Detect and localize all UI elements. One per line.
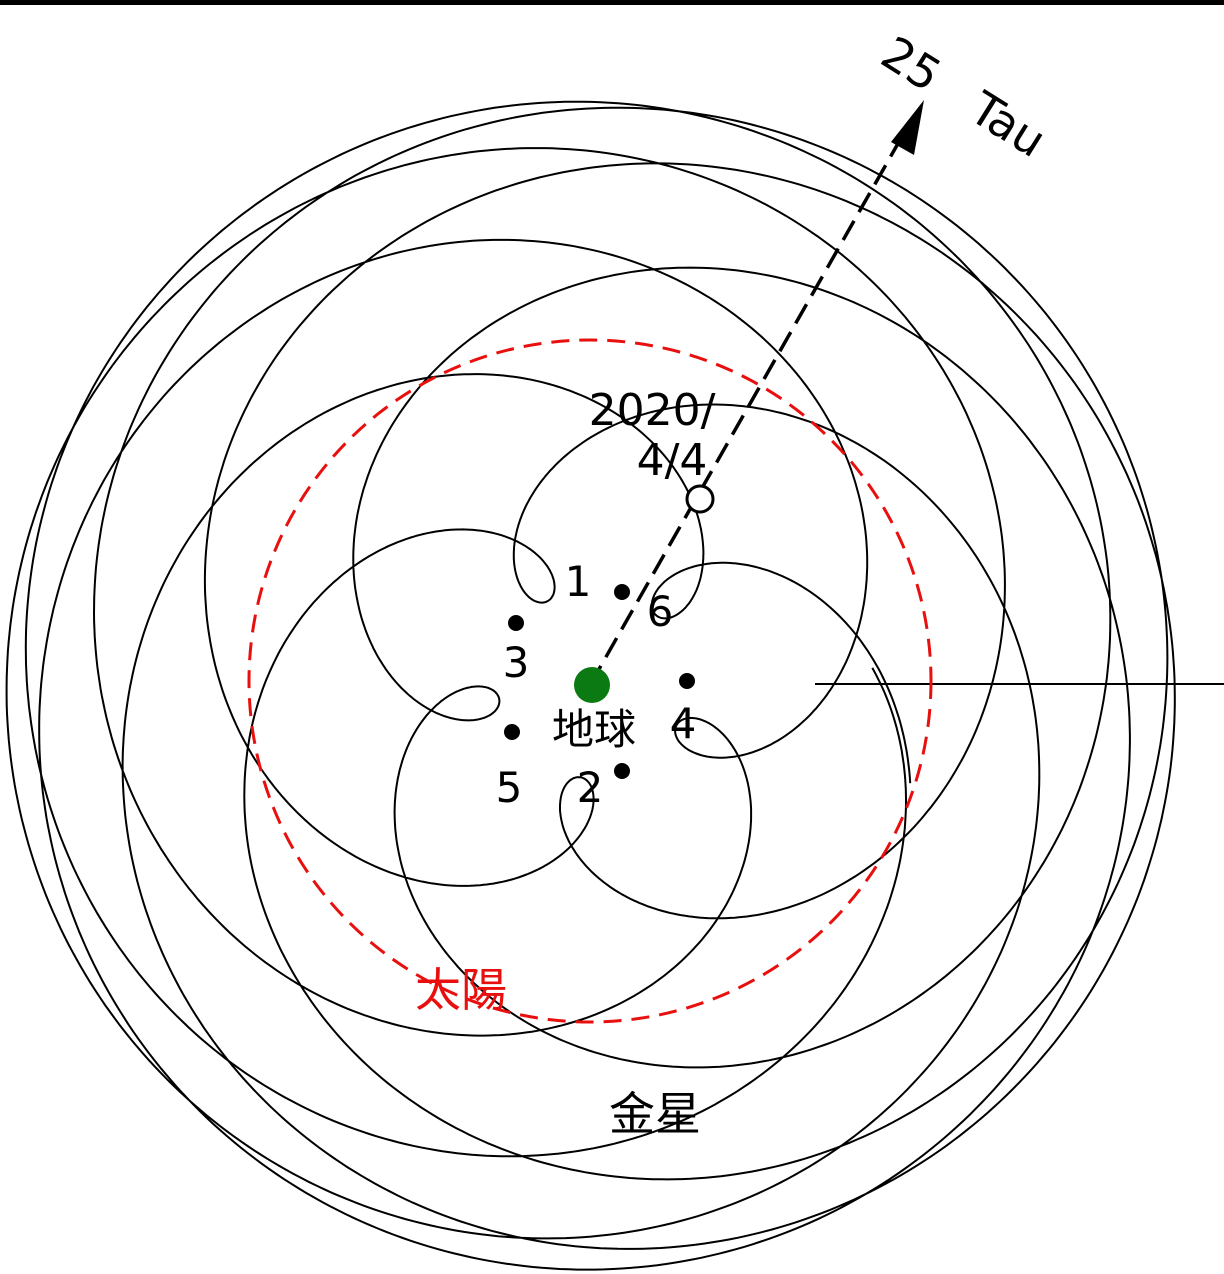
earth-label: 地球	[552, 705, 636, 754]
direction-arrowhead	[891, 100, 924, 155]
top-border	[0, 0, 1224, 5]
venus-label: 金星	[609, 1087, 701, 1141]
position-1-dot	[614, 584, 630, 600]
point-label-2: 2	[577, 763, 604, 812]
earth-marker	[574, 667, 610, 703]
current-position-marker	[685, 484, 715, 514]
point-label-4: 4	[670, 699, 697, 748]
point-label-5: 5	[496, 763, 523, 812]
position-5-dot	[504, 724, 520, 740]
point-label-3: 3	[503, 638, 530, 687]
position-3-dot	[508, 615, 524, 631]
point-label-1: 1	[565, 557, 592, 606]
date-label-line2: 4/4	[637, 435, 708, 486]
position-2-dot	[614, 763, 630, 779]
date-label-line1: 2020/	[589, 385, 716, 436]
point-label-6: 6	[647, 587, 674, 636]
venus-orbit-path	[5, 100, 1176, 1271]
position-4-dot	[679, 673, 695, 689]
sun-orbit	[247, 338, 933, 1024]
direction-line	[588, 139, 902, 686]
sun-label: 太陽	[415, 963, 507, 1017]
venus-orbit-curve	[5, 100, 1176, 1271]
